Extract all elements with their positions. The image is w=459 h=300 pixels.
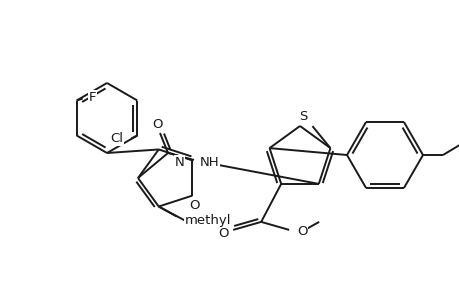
Text: S: S bbox=[298, 110, 307, 122]
Text: O: O bbox=[152, 118, 163, 130]
Text: N: N bbox=[174, 156, 184, 169]
Text: O: O bbox=[218, 227, 228, 240]
Text: F: F bbox=[89, 91, 96, 104]
Text: O: O bbox=[297, 225, 307, 239]
Text: O: O bbox=[189, 199, 199, 212]
Text: NH: NH bbox=[200, 155, 219, 169]
Text: Cl: Cl bbox=[110, 132, 123, 145]
Text: methyl: methyl bbox=[185, 214, 231, 227]
